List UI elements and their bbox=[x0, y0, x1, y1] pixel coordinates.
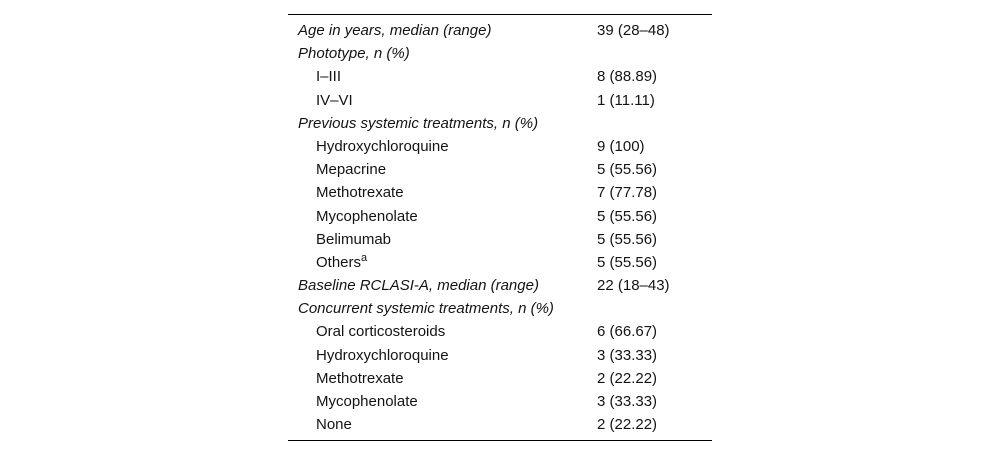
table-row: Mepacrine 5 (55.56) bbox=[288, 158, 712, 181]
row-label-text: Methotrexate bbox=[316, 184, 404, 202]
row-label-text: Methotrexate bbox=[316, 369, 404, 387]
row-item-label: Mycophenolate bbox=[288, 390, 597, 413]
table-row: Othersa 5 (55.56) bbox=[288, 251, 712, 274]
row-category-label: Phototype, n (%) bbox=[288, 42, 597, 65]
row-label-text: Others bbox=[316, 253, 362, 271]
row-label-text: Age in years, median (range) bbox=[298, 22, 492, 39]
row-item-label: Mepacrine bbox=[288, 158, 597, 181]
row-label-text: Belimumab bbox=[316, 230, 392, 248]
patient-characteristics-table: Age in years, median (range) 39 (28–48) Ph… bbox=[288, 14, 712, 442]
table-row: Age in years, median (range) 39 (28–48) bbox=[288, 19, 712, 42]
table-row: I–III 8 (88.89) bbox=[288, 65, 712, 88]
table-row: Baseline RCLASI-A, median (range) 22 (18–… bbox=[288, 274, 712, 297]
table-row: Belimumab 5 (55.56) bbox=[288, 228, 712, 251]
row-label-text: Previous systemic treatments, n (%) bbox=[298, 114, 539, 132]
row-item-label: Oral corticosteroids bbox=[288, 320, 597, 343]
row-item-label: Methotrexate bbox=[288, 181, 597, 204]
table-row: Concurrent systemic treatments, n (%) bbox=[288, 297, 712, 320]
row-label-text: None bbox=[316, 416, 352, 434]
row-value: 22 (18–43) bbox=[597, 277, 670, 295]
table-row: Hydroxychloroquine 9 (100) bbox=[288, 135, 712, 158]
row-label-text: Mycophenolate bbox=[316, 207, 418, 225]
table-row: Hydroxychloroquine 3 (33.33) bbox=[288, 344, 712, 367]
row-label-text: Phototype, n (%) bbox=[298, 45, 410, 63]
row-item-label: None bbox=[288, 413, 597, 436]
row-value: 3 (33.33) bbox=[597, 346, 658, 364]
row-value: 5 (55.56) bbox=[597, 161, 658, 179]
table-row: Mycophenolate 3 (33.33) bbox=[288, 390, 712, 413]
row-label-text: Mepacrine bbox=[316, 161, 387, 179]
table-row: Previous systemic treatments, n (%) bbox=[288, 112, 712, 135]
table-row: Methotrexate 7 (77.78) bbox=[288, 181, 712, 204]
row-value: 39 (28–48) bbox=[597, 22, 670, 39]
table-row: IV–VI 1 (11.11) bbox=[288, 89, 712, 112]
row-item-label: Belimumab bbox=[288, 228, 597, 251]
row-label-text: Hydroxychloroquine bbox=[316, 137, 449, 155]
table-row: Oral corticosteroids 6 (66.67) bbox=[288, 320, 712, 343]
row-value: 2 (22.22) bbox=[597, 369, 658, 387]
row-value: 5 (55.56) bbox=[597, 230, 658, 248]
row-item-label: Hydroxychloroquine bbox=[288, 344, 597, 367]
row-value: 3 (33.33) bbox=[597, 393, 658, 410]
table-row: Phototype, n (%) bbox=[288, 42, 712, 65]
row-item-label: I–III bbox=[288, 65, 597, 88]
row-value: 5 (55.56) bbox=[597, 207, 658, 225]
row-value: 1 (11.11) bbox=[597, 91, 655, 109]
row-item-label: Mycophenolate bbox=[288, 205, 597, 228]
row-label-text: IV–VI bbox=[316, 91, 353, 109]
row-value: 6 (66.67) bbox=[597, 323, 658, 341]
table-row: Methotrexate 2 (22.22) bbox=[288, 367, 712, 390]
row-label-text: Baseline RCLASI-A, median (range) bbox=[298, 277, 539, 295]
row-value: 2 (22.22) bbox=[597, 416, 658, 434]
row-value: 7 (77.78) bbox=[597, 184, 658, 202]
row-label-text: Concurrent systemic treatments, n (%) bbox=[298, 300, 554, 318]
footnote-marker: a bbox=[361, 251, 368, 264]
row-item-label: IV–VI bbox=[288, 89, 597, 112]
row-category-label: Previous systemic treatments, n (%) bbox=[288, 112, 597, 135]
row-value: 8 (88.89) bbox=[597, 68, 658, 86]
table-row: Mycophenolate 5 (55.56) bbox=[288, 205, 712, 228]
table-row: None 2 (22.22) bbox=[288, 413, 712, 436]
row-label-text: Hydroxychloroquine bbox=[316, 346, 449, 364]
row-label-text: I–III bbox=[316, 68, 342, 86]
row-item-label: Hydroxychloroquine bbox=[288, 135, 597, 158]
row-category-label: Baseline RCLASI-A, median (range) bbox=[288, 274, 597, 297]
row-item-label: Othersa bbox=[288, 251, 597, 274]
row-category-label: Age in years, median (range) bbox=[288, 19, 597, 42]
row-value: 5 (55.56) bbox=[597, 253, 658, 271]
row-item-label: Methotrexate bbox=[288, 367, 597, 390]
row-label-text: Mycophenolate bbox=[316, 393, 418, 410]
row-category-label: Concurrent systemic treatments, n (%) bbox=[288, 297, 597, 320]
row-value: 9 (100) bbox=[597, 137, 645, 155]
row-label-text: Oral corticosteroids bbox=[316, 323, 446, 341]
